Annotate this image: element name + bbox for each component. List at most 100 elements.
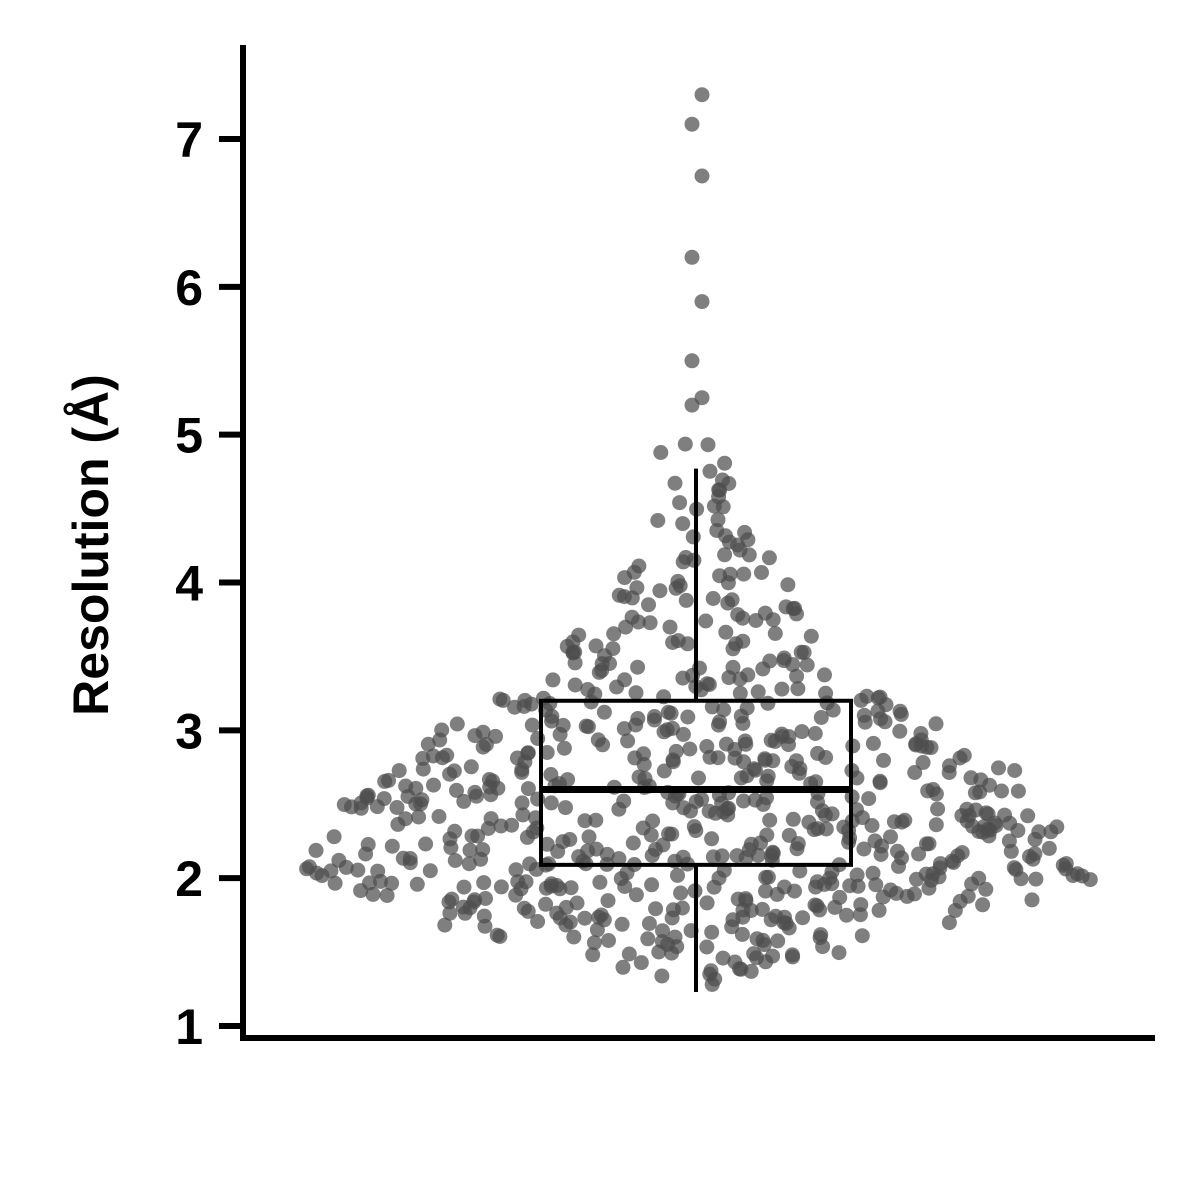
data-point	[567, 677, 583, 693]
data-point	[585, 947, 601, 963]
data-point	[738, 891, 754, 907]
data-point	[813, 710, 829, 725]
data-point	[402, 851, 418, 866]
data-point	[809, 898, 825, 914]
data-point	[978, 881, 994, 897]
data-point	[422, 863, 438, 879]
data-point	[941, 915, 957, 931]
data-point	[654, 968, 670, 984]
data-point	[921, 836, 937, 852]
data-point	[514, 795, 530, 811]
data-point	[594, 656, 610, 672]
data-point	[975, 897, 991, 913]
data-point	[794, 724, 810, 740]
data-point	[1020, 808, 1036, 824]
data-point	[703, 963, 719, 979]
data-point	[611, 851, 627, 867]
data-point	[562, 832, 578, 847]
data-point	[556, 740, 572, 756]
data-point	[913, 726, 929, 741]
data-point	[467, 728, 483, 744]
data-point	[741, 842, 757, 858]
outlier-point	[684, 116, 700, 132]
data-point	[379, 888, 395, 903]
data-point	[675, 670, 691, 686]
data-point	[327, 875, 343, 891]
data-point	[461, 856, 477, 872]
box-plot	[539, 468, 853, 992]
data-point	[592, 874, 608, 890]
data-point	[704, 699, 720, 715]
data-point	[558, 917, 574, 933]
data-point	[722, 566, 738, 582]
data-point	[301, 859, 317, 875]
data-point	[435, 750, 450, 766]
data-point	[389, 800, 405, 815]
data-point	[400, 789, 416, 804]
data-point	[614, 916, 630, 932]
data-point	[743, 963, 759, 979]
data-point	[350, 862, 366, 878]
data-point	[616, 793, 632, 809]
data-point	[907, 886, 922, 902]
data-point	[891, 858, 906, 874]
data-point	[716, 702, 732, 718]
y-tick-label: 1	[175, 999, 203, 1055]
data-point	[675, 516, 691, 532]
data-point	[686, 819, 702, 835]
data-point	[818, 685, 834, 701]
data-point	[426, 777, 441, 793]
data-point	[449, 716, 465, 732]
data-point	[765, 948, 781, 964]
outlier-point	[694, 168, 710, 184]
data-point	[883, 829, 898, 845]
data-point	[665, 902, 681, 918]
data-point	[493, 879, 509, 895]
data-point	[588, 638, 604, 654]
data-point	[636, 746, 651, 762]
data-point	[907, 765, 923, 780]
data-point	[709, 523, 725, 538]
data-point	[629, 580, 645, 596]
data-point	[795, 910, 811, 926]
data-point	[856, 841, 872, 857]
data-point	[391, 763, 407, 779]
data-point	[735, 633, 751, 649]
data-point	[652, 583, 668, 599]
outlier-point	[694, 87, 710, 103]
data-point	[543, 795, 559, 811]
data-point	[662, 619, 678, 635]
data-point	[682, 741, 698, 757]
data-point	[968, 802, 984, 818]
data-point	[1028, 871, 1044, 887]
data-point	[538, 896, 554, 912]
data-point	[560, 772, 576, 788]
data-point	[1006, 860, 1022, 876]
data-point	[760, 695, 776, 711]
data-point	[890, 843, 905, 859]
data-point	[762, 653, 778, 669]
data-point	[717, 547, 733, 563]
data-point	[630, 659, 646, 675]
data-point	[663, 705, 679, 721]
data-point	[641, 916, 657, 931]
data-point	[477, 918, 493, 934]
data-point	[654, 934, 670, 949]
data-point	[736, 754, 752, 770]
data-point	[991, 760, 1006, 776]
data-point	[601, 933, 616, 948]
y-tick-label: 4	[175, 556, 203, 612]
data-point	[373, 873, 388, 889]
data-point	[447, 853, 463, 868]
data-point	[704, 924, 720, 940]
data-point	[563, 880, 579, 896]
data-point	[717, 455, 733, 471]
data-point	[1007, 763, 1023, 778]
data-point	[606, 626, 622, 642]
data-point	[698, 613, 714, 629]
data-point	[784, 947, 800, 963]
data-point	[625, 835, 641, 851]
data-point	[965, 818, 980, 834]
data-point	[539, 745, 555, 760]
